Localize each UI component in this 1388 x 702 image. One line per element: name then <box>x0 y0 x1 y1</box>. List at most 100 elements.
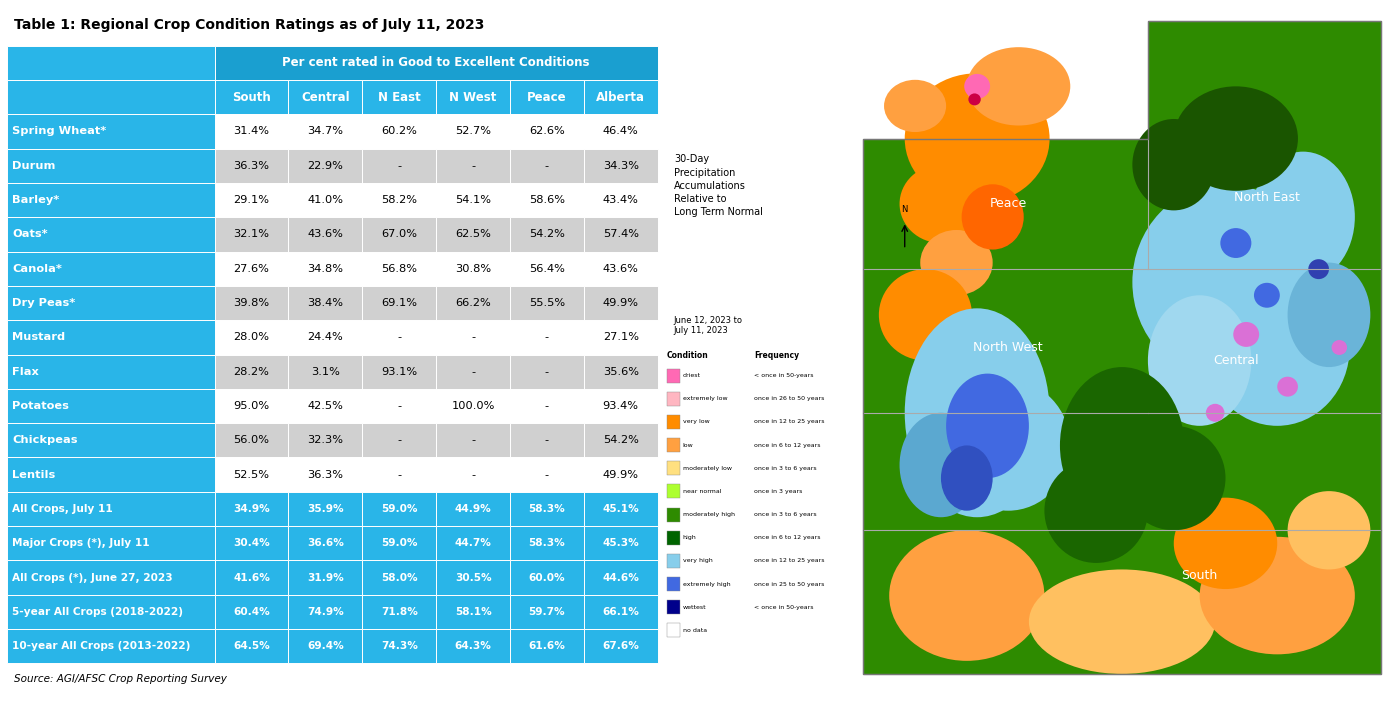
Text: 71.8%: 71.8% <box>380 607 418 617</box>
Text: 44.7%: 44.7% <box>455 538 491 548</box>
Ellipse shape <box>920 230 992 296</box>
FancyBboxPatch shape <box>584 286 658 320</box>
FancyBboxPatch shape <box>362 355 436 389</box>
Text: very low: very low <box>683 419 709 425</box>
Text: Central: Central <box>301 91 350 104</box>
FancyBboxPatch shape <box>215 526 289 560</box>
Text: -: - <box>397 401 401 411</box>
FancyBboxPatch shape <box>289 355 362 389</box>
Text: once in 3 to 6 years: once in 3 to 6 years <box>754 512 816 517</box>
FancyBboxPatch shape <box>436 526 509 560</box>
Text: 58.6%: 58.6% <box>529 195 565 205</box>
FancyBboxPatch shape <box>362 149 436 183</box>
FancyBboxPatch shape <box>289 183 362 217</box>
FancyBboxPatch shape <box>509 183 584 217</box>
Circle shape <box>1234 322 1259 347</box>
FancyBboxPatch shape <box>666 369 680 383</box>
Text: 22.9%: 22.9% <box>308 161 343 171</box>
Text: once in 3 to 6 years: once in 3 to 6 years <box>754 465 816 471</box>
Text: Source: AGI/AFSC Crop Reporting Survey: Source: AGI/AFSC Crop Reporting Survey <box>14 675 226 684</box>
FancyBboxPatch shape <box>215 355 289 389</box>
Text: Flax: Flax <box>12 366 39 377</box>
FancyBboxPatch shape <box>584 595 658 629</box>
Text: once in 12 to 25 years: once in 12 to 25 years <box>754 419 824 425</box>
FancyBboxPatch shape <box>362 320 436 355</box>
Text: N: N <box>902 206 908 215</box>
FancyBboxPatch shape <box>7 80 215 114</box>
Text: 24.4%: 24.4% <box>308 332 343 343</box>
FancyBboxPatch shape <box>509 423 584 458</box>
Ellipse shape <box>1288 263 1370 367</box>
Circle shape <box>1309 259 1328 279</box>
Ellipse shape <box>1148 296 1252 426</box>
FancyBboxPatch shape <box>509 217 584 251</box>
FancyBboxPatch shape <box>666 415 680 429</box>
Ellipse shape <box>962 185 1024 250</box>
FancyBboxPatch shape <box>362 423 436 458</box>
Ellipse shape <box>1205 269 1349 426</box>
FancyBboxPatch shape <box>7 492 215 526</box>
FancyBboxPatch shape <box>509 560 584 595</box>
Text: -: - <box>397 470 401 479</box>
Text: 62.6%: 62.6% <box>529 126 565 136</box>
FancyBboxPatch shape <box>215 389 289 423</box>
Text: extremely low: extremely low <box>683 396 727 402</box>
Text: -: - <box>397 435 401 445</box>
Circle shape <box>1277 377 1298 397</box>
Text: -: - <box>471 332 475 343</box>
FancyBboxPatch shape <box>7 320 215 355</box>
Text: 67.6%: 67.6% <box>602 641 640 651</box>
FancyBboxPatch shape <box>509 320 584 355</box>
Text: South: South <box>1181 569 1217 583</box>
Text: 61.6%: 61.6% <box>529 641 565 651</box>
Text: 93.4%: 93.4% <box>602 401 638 411</box>
Text: high: high <box>683 535 697 541</box>
Text: 56.4%: 56.4% <box>529 264 565 274</box>
FancyBboxPatch shape <box>215 80 289 114</box>
Circle shape <box>1331 340 1348 355</box>
Text: once in 12 to 25 years: once in 12 to 25 years <box>754 558 824 564</box>
Text: N East: N East <box>378 91 421 104</box>
FancyBboxPatch shape <box>436 492 509 526</box>
FancyBboxPatch shape <box>666 554 680 568</box>
Text: 60.4%: 60.4% <box>233 607 269 617</box>
Text: 44.9%: 44.9% <box>455 504 491 514</box>
Text: driest: driest <box>683 373 701 378</box>
Ellipse shape <box>1174 86 1298 191</box>
FancyBboxPatch shape <box>7 286 215 320</box>
FancyBboxPatch shape <box>436 458 509 492</box>
FancyBboxPatch shape <box>436 560 509 595</box>
Text: -: - <box>471 470 475 479</box>
FancyBboxPatch shape <box>7 526 215 560</box>
Text: 34.8%: 34.8% <box>307 264 343 274</box>
Text: Peace: Peace <box>527 91 566 104</box>
FancyBboxPatch shape <box>509 149 584 183</box>
Text: once in 3 years: once in 3 years <box>754 489 802 494</box>
Text: -: - <box>545 435 550 445</box>
FancyBboxPatch shape <box>509 492 584 526</box>
FancyBboxPatch shape <box>289 114 362 149</box>
Text: 34.7%: 34.7% <box>307 126 343 136</box>
FancyBboxPatch shape <box>666 623 680 637</box>
Text: 55.5%: 55.5% <box>529 298 565 308</box>
Text: 36.3%: 36.3% <box>307 470 343 479</box>
FancyBboxPatch shape <box>584 526 658 560</box>
FancyBboxPatch shape <box>7 183 215 217</box>
FancyBboxPatch shape <box>7 458 215 492</box>
FancyBboxPatch shape <box>584 560 658 595</box>
Ellipse shape <box>930 314 1004 380</box>
Circle shape <box>969 93 981 105</box>
FancyBboxPatch shape <box>509 389 584 423</box>
FancyBboxPatch shape <box>215 629 289 663</box>
FancyBboxPatch shape <box>436 286 509 320</box>
FancyBboxPatch shape <box>362 286 436 320</box>
Ellipse shape <box>1122 426 1226 530</box>
FancyBboxPatch shape <box>666 508 680 522</box>
Text: 36.3%: 36.3% <box>233 161 269 171</box>
Text: extremely high: extremely high <box>683 581 730 587</box>
Ellipse shape <box>1044 458 1148 563</box>
Text: 59.0%: 59.0% <box>380 504 418 514</box>
FancyBboxPatch shape <box>289 149 362 183</box>
FancyBboxPatch shape <box>509 114 584 149</box>
Text: < once in 50-years: < once in 50-years <box>754 604 813 610</box>
